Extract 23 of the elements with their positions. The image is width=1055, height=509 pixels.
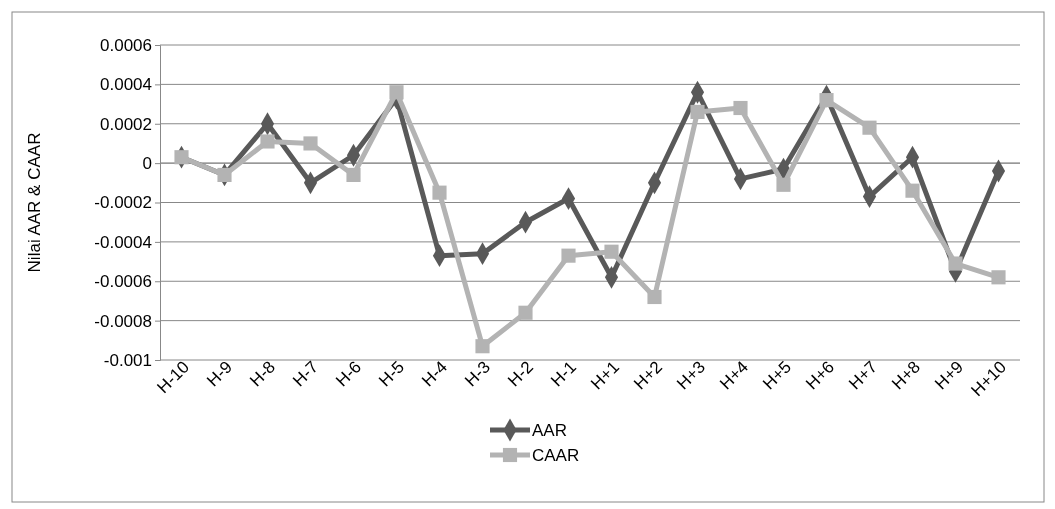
legend-label: CAAR (532, 445, 580, 465)
x-tick-label: H-1 (547, 357, 580, 391)
x-tick-label: H-6 (332, 357, 365, 391)
x-tick-label: H-9 (203, 357, 236, 391)
y-tick-label: -0.0008 (94, 311, 152, 331)
x-tick-label: H-5 (375, 357, 408, 391)
y-tick-label: 0.0006 (100, 35, 152, 55)
y-tick-label: -0.0006 (94, 272, 152, 292)
y-tick-label: 0.0004 (100, 75, 152, 95)
y-tick-label: -0.001 (103, 350, 152, 370)
y-axis-title: Nilai AAR & CAAR (25, 132, 44, 273)
x-tick-label: H+9 (931, 357, 967, 394)
x-tick-label: H-3 (461, 357, 494, 391)
legend-label: AAR (532, 420, 567, 440)
x-tick-label: H-4 (418, 357, 451, 391)
x-tick-label: H-8 (246, 357, 279, 391)
x-tick-label: H-7 (289, 357, 322, 391)
y-tick-label: -0.0002 (94, 193, 152, 213)
y-tick-label: -0.0004 (94, 232, 152, 252)
y-tick-label: 0.0002 (100, 114, 152, 134)
x-tick-label: H+1 (587, 357, 623, 394)
y-tick-label: 0 (142, 154, 152, 174)
x-tick-label: H-2 (504, 357, 537, 391)
